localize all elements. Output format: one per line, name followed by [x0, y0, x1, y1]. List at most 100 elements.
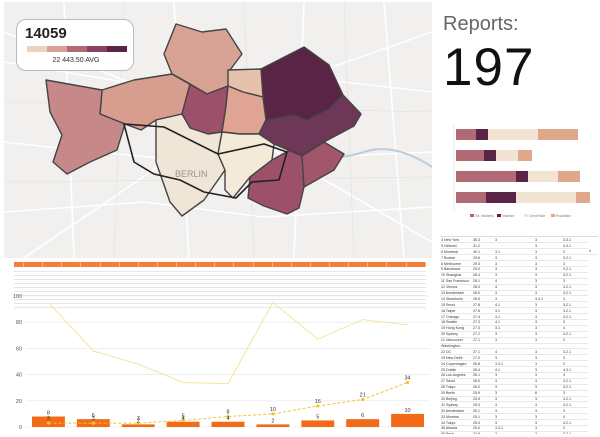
table-row[interactable]: 14 Stockholm 28.5 3 3.4.1 3: [440, 295, 598, 303]
table-cell: 3: [534, 284, 562, 291]
table-cell: [138, 271, 158, 276]
table-cell: [61, 299, 81, 304]
raw-data-header-cell: [14, 262, 25, 267]
district-spandau[interactable]: [45, 79, 126, 175]
table-row[interactable]: 5 Helsinki 31.2 3 4.3.1: [440, 242, 598, 250]
table-row[interactable]: 17 Chicago 27.4 3.1 3 3.2.1: [440, 313, 598, 320]
district-neukoelln[interactable]: [247, 149, 305, 215]
berlin-choropleth-map[interactable]: BERLIN 14059 22 443.50 AVG: [4, 2, 432, 258]
table-row[interactable]: 23 New Delhi 27.0 3 3 3: [440, 354, 598, 362]
table-cell: [348, 271, 368, 276]
table-row[interactable]: 32 Amsterdam 25.1 3 3 3: [440, 407, 598, 415]
kpi-scale-swatch: [27, 46, 47, 52]
kpi-average: 22 443.50 AVG: [52, 57, 100, 64]
table-cell: [119, 295, 139, 300]
table-cell: 3: [534, 372, 562, 379]
table-row[interactable]: 11 San Francisco 28.1 4 3 3: [440, 278, 598, 285]
table-row[interactable]: 31 Sydney 25.3 3 3 3.2.1: [440, 401, 598, 409]
table-row[interactable]: 35 Atlanta 25.0 3.3.1 3 3: [440, 425, 598, 432]
table-cell: 4.3.1: [562, 242, 588, 250]
table-row[interactable]: 34 Tokyo 25.0 3 3 3.2.1: [440, 419, 598, 426]
table-cell: [157, 283, 177, 288]
raw-data-table[interactable]: [14, 262, 426, 310]
table-cell: 3.2.1: [562, 284, 588, 291]
table-cell: [42, 271, 62, 276]
table-row[interactable]: 8 Melbourne 29.3 3 3 3: [440, 260, 598, 267]
table-row[interactable]: 6 Montreal 30.1 3.1 3 3 4: [440, 248, 598, 256]
table-cell: [61, 283, 81, 288]
table-cell: 18 Seattle: [440, 319, 472, 326]
table-row[interactable]: 22 DC 27.1 4 3 3.2.1: [440, 348, 598, 356]
y-tick-label: 0: [19, 425, 22, 431]
combo-line-point: [405, 380, 410, 385]
table-cell: 21 Vancouver: [440, 337, 472, 344]
legend-swatch: [497, 214, 501, 217]
stacked-bar-segment: [558, 171, 580, 182]
table-cell: [233, 279, 254, 284]
city-ranking-grid: 4 New York 35.3 3 3 3.3.1 5 Helsinki 31.2 3 4.3.…: [440, 237, 598, 434]
table-row[interactable]: 9 Barcelona 29.0 3 3 3.2.1: [440, 266, 598, 273]
combo-chart[interactable]: 0 20 40 60 80 100 8 6 2 4 4 2 5 6 10 3 3 3 5 8 10 16 21 34: [0, 290, 437, 437]
table-row[interactable]: 4 New York 35.3 3 3 3.3.1: [440, 237, 598, 244]
table-cell: [406, 291, 426, 296]
table-cell: [253, 287, 273, 292]
stacked-bar-chart[interactable]: Tot. Incidents Violence Crime Rate Populati…: [440, 125, 590, 223]
table-cell: [386, 267, 407, 272]
table-row[interactable]: 15 Seoul 27.8 4.1 3 3.2.1: [440, 301, 598, 309]
table-row[interactable]: 29 Berlin 25.9 3 6 3: [440, 390, 598, 397]
stacked-bar-segment: [484, 150, 496, 161]
table-row[interactable]: 10 Shanghai 28.4 3 3 3.2.1: [440, 272, 598, 279]
stacked-bar-segment: [576, 192, 590, 203]
table-row[interactable]: 33 Mumbai 25.1 3 3 4: [440, 413, 598, 421]
table-row[interactable]: Washington,: [440, 343, 598, 350]
table-row[interactable]: 13 Amsterdam 28.0 3 3 3.2.1: [440, 290, 598, 297]
table-row[interactable]: 27 Seoul 26.0 3 3 3.2.1: [440, 378, 598, 385]
table-cell: 27 Seoul: [440, 378, 472, 385]
table-row[interactable]: 36 Paris24.9333.2.1: [440, 431, 598, 434]
table-cell: [310, 295, 330, 300]
table-row: [14, 295, 426, 300]
table-cell: 3: [494, 331, 534, 338]
table-cell: [61, 303, 81, 308]
line-value-label: 16: [315, 399, 321, 405]
city-ranking-table[interactable]: 4 New York 35.3 3 3 3.3.1 5 Helsinki 31.2 3 4.3.…: [440, 236, 598, 434]
table-row[interactable]: 16 Taipei 27.6 3.1 3 3.2.1: [440, 307, 598, 315]
table-row: [14, 299, 426, 304]
combo-chart-labels: 8 6 2 4 4 2 5 6 10 3 3 3 5 8 10 16 21 34: [47, 375, 411, 424]
map-canvas[interactable]: BERLIN: [4, 2, 432, 258]
table-cell: [386, 271, 407, 276]
table-cell: 3.2.1: [562, 378, 588, 385]
table-cell: [253, 295, 273, 300]
table-cell: [100, 303, 120, 308]
table-cell: 8 Melbourne: [440, 260, 472, 267]
table-row[interactable]: 7 Boston 29.6 3 3 3.2.1: [440, 254, 598, 262]
kpi-value: 14059: [25, 25, 67, 42]
combo-chart-lines: [46, 301, 410, 425]
table-cell: 24.9: [472, 431, 494, 434]
table-cell: 12 Vienna: [440, 284, 472, 291]
district-lichtenberg[interactable]: [273, 141, 345, 188]
table-row[interactable]: 20 Sydney 27.2 3 3 3.2.1: [440, 331, 598, 338]
table-cell: 27.1: [472, 348, 494, 356]
table-row[interactable]: 21 Vancouver 27.1 3 3 3: [440, 337, 598, 344]
table-cell: [233, 295, 254, 300]
table-cell: 36 Paris: [440, 431, 472, 434]
table-cell: [157, 271, 177, 276]
table-row[interactable]: 28 Tokyo 26.0 3 3 3.2.1: [440, 384, 598, 391]
table-cell: [157, 295, 177, 300]
table-cell: [14, 287, 24, 292]
table-row[interactable]: 24 Copenhagen 26.8 3.3.1 3 3: [440, 360, 598, 368]
table-row[interactable]: 25 Dublin 26.4 4.1 3 4.3.1: [440, 366, 598, 373]
table-row[interactable]: 18 Seattle 27.3 4.1 3 3: [440, 319, 598, 326]
table-cell: 3: [494, 295, 534, 303]
line-value-label: 10: [270, 407, 276, 413]
table-cell: 3: [494, 266, 534, 273]
table-row[interactable]: 26 Los Angeles 26.1 3 3 3: [440, 372, 598, 379]
table-row[interactable]: 30 Beijing 25.5 3 3 3.2.1: [440, 396, 598, 403]
table-cell: 3: [562, 278, 588, 285]
table-row[interactable]: 19 Hong Kong 27.3 3.1 3 4: [440, 325, 598, 332]
table-cell: [291, 275, 311, 280]
table-row[interactable]: 12 Vienna 28.0 4 3 3.2.1: [440, 284, 598, 291]
table-cell: 4: [494, 278, 534, 285]
table-cell: [80, 279, 101, 284]
